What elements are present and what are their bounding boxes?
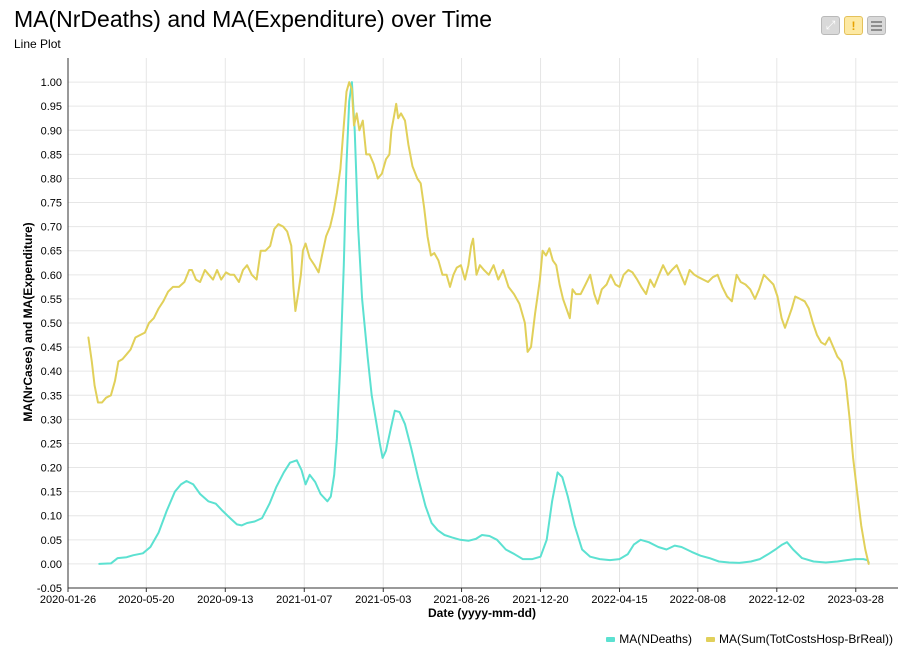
x-tick-label: 2020-01-26: [40, 594, 96, 606]
legend-swatch-expenditure: [705, 636, 715, 642]
x-tick-label: 2020-09-13: [197, 594, 253, 606]
x-tick-label: 2023-03-28: [828, 594, 884, 606]
chart-toolbar: ⤢ !: [821, 16, 886, 35]
x-tick-label: 2021-12-20: [512, 594, 568, 606]
series-line-1[interactable]: [87, 81, 870, 565]
chart-subtitle: Line Plot: [14, 37, 61, 51]
x-tick-label: 2021-05-03: [355, 594, 411, 606]
warning-icon[interactable]: !: [844, 16, 863, 35]
y-tick-label: 0.20: [41, 463, 62, 475]
chart-title: MA(NrDeaths) and MA(Expenditure) over Ti…: [14, 6, 493, 32]
y-tick-label: 0.90: [41, 125, 62, 137]
y-tick-label: 0.80: [41, 173, 62, 185]
y-tick-label: 0.95: [41, 101, 62, 113]
y-tick-label: 0.25: [41, 438, 62, 450]
y-tick-label: 1.00: [41, 77, 62, 89]
y-tick-label: 0.75: [41, 198, 62, 210]
y-tick-label: 0.65: [41, 246, 62, 258]
legend-swatch-deaths: [606, 636, 616, 642]
y-tick-label: 0.40: [41, 366, 62, 378]
x-tick-label: 2020-05-20: [118, 594, 174, 606]
y-tick-label: 0.35: [41, 390, 62, 402]
x-tick-label: 2022-08-08: [670, 594, 726, 606]
axis-labels: Date (yyyy-mm-dd) MA(NrCases) and MA(Exp…: [21, 222, 536, 620]
y-tick-label: 0.50: [41, 318, 62, 330]
series-lines: [87, 81, 870, 565]
legend: MA(NDeaths) MA(Sum(TotCostsHosp-BrReal)): [606, 632, 893, 646]
x-tick-label: 2021-08-26: [433, 594, 489, 606]
y-tick-label: 0.15: [41, 487, 62, 499]
y-tick-label: 0.30: [41, 414, 62, 426]
y-tick-label: 0.10: [41, 511, 62, 523]
x-tick-label: 2022-12-02: [749, 594, 805, 606]
axes: -0.05 0.00 0.05 0.10 0.15 0.20 0.25 0.30 0.35 0.4…: [37, 58, 898, 606]
series-line-0[interactable]: [98, 81, 870, 565]
legend-item-expenditure[interactable]: MA(Sum(TotCostsHosp-BrReal)): [705, 632, 893, 646]
y-tick-label: 0.05: [41, 535, 62, 547]
expand-icon[interactable]: ⤢: [821, 16, 840, 35]
y-tick-label: 0.55: [41, 294, 62, 306]
legend-label-deaths: MA(NDeaths): [619, 632, 692, 646]
legend-label-expenditure: MA(Sum(TotCostsHosp-BrReal)): [718, 632, 893, 646]
y-tick-label: 0.70: [41, 222, 62, 234]
menu-icon[interactable]: [867, 16, 886, 35]
x-axis-label: Date (yyyy-mm-dd): [428, 606, 536, 620]
grid-lines: [67, 58, 898, 589]
y-tick-label: 0.00: [41, 559, 62, 571]
y-tick-label: -0.05: [37, 583, 62, 595]
legend-item-deaths[interactable]: MA(NDeaths): [606, 632, 692, 646]
y-tick-label: 0.45: [41, 342, 62, 354]
y-tick-label: 0.85: [41, 149, 62, 161]
y-axis-label: MA(NrCases) and MA(Expenditure): [21, 222, 35, 421]
x-tick-label: 2022-04-15: [591, 594, 647, 606]
y-tick-label: 0.60: [41, 270, 62, 282]
x-tick-label: 2021-01-07: [276, 594, 332, 606]
